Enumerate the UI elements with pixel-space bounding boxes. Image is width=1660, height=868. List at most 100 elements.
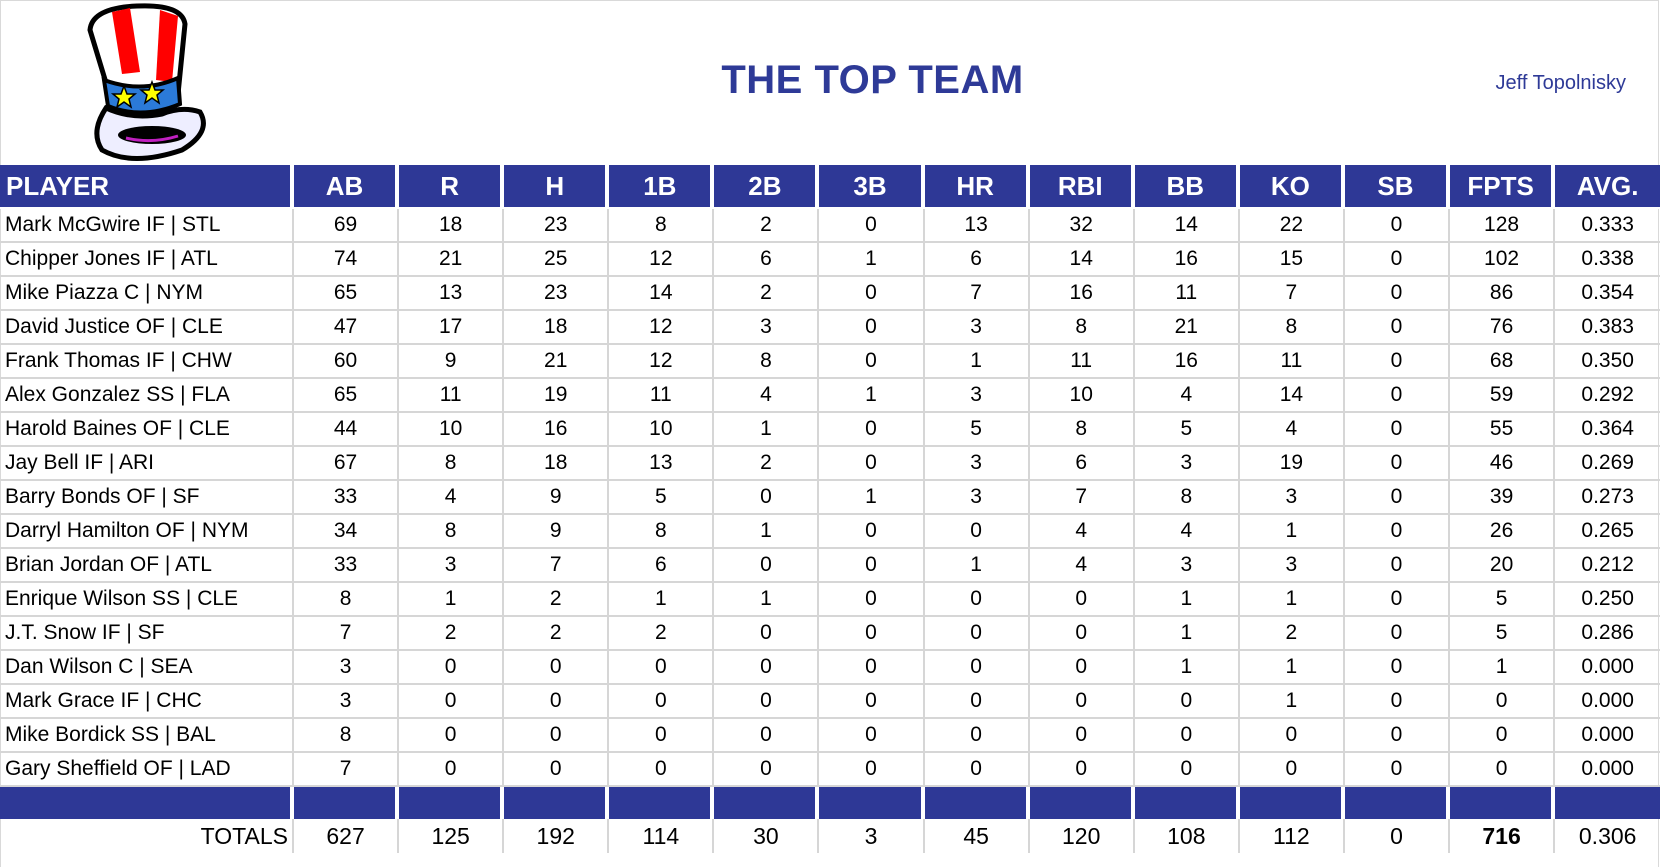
stat-cell-1b[interactable]: 5	[609, 481, 715, 515]
stat-cell-bb[interactable]: 4	[1134, 379, 1240, 413]
total-cell-fpts[interactable]: 716	[1450, 819, 1556, 853]
stat-cell-h[interactable]: 0	[504, 685, 610, 719]
stat-cell-h[interactable]: 18	[504, 311, 610, 345]
stat-cell-r[interactable]: 1	[399, 583, 505, 617]
stat-cell-sb[interactable]: 0	[1344, 481, 1451, 515]
stat-cell-3b[interactable]: 0	[819, 651, 925, 685]
stat-cell-ko[interactable]: 3	[1239, 549, 1345, 583]
column-header-2b[interactable]: 2B	[714, 165, 820, 209]
stat-cell-rbi[interactable]: 4	[1029, 515, 1135, 549]
stat-cell-bb[interactable]: 5	[1134, 413, 1240, 447]
stat-cell-sb[interactable]: 0	[1344, 583, 1451, 617]
stat-cell-hr[interactable]: 0	[924, 515, 1030, 549]
stat-cell-ab[interactable]: 65	[294, 277, 400, 311]
stat-cell-avg[interactable]: 0.250	[1555, 583, 1660, 617]
stat-cell-rbi[interactable]: 6	[1029, 447, 1135, 481]
stat-cell-rbi[interactable]: 0	[1029, 651, 1135, 685]
stat-cell-ko[interactable]: 22	[1239, 209, 1345, 243]
total-cell-1b[interactable]: 114	[609, 819, 715, 853]
player-name-cell[interactable]: Barry Bonds OF | SF	[0, 481, 294, 515]
player-name-cell[interactable]: Enrique Wilson SS | CLE	[0, 583, 294, 617]
stat-cell-3b[interactable]: 0	[819, 719, 925, 753]
stat-cell-3b[interactable]: 0	[819, 515, 925, 549]
stat-cell-r[interactable]: 11	[399, 379, 505, 413]
stat-cell-sb[interactable]: 0	[1344, 617, 1451, 651]
player-name-cell[interactable]: David Justice OF | CLE	[0, 311, 294, 345]
stat-cell-fpts[interactable]: 0	[1450, 719, 1556, 753]
stat-cell-avg[interactable]: 0.269	[1555, 447, 1660, 481]
stat-cell-fpts[interactable]: 128	[1450, 209, 1556, 243]
stat-cell-h[interactable]: 0	[504, 753, 610, 787]
stat-cell-sb[interactable]: 0	[1344, 277, 1451, 311]
stat-cell-sb[interactable]: 0	[1344, 413, 1451, 447]
stat-cell-1b[interactable]: 12	[609, 311, 715, 345]
stat-cell-fpts[interactable]: 86	[1450, 277, 1556, 311]
stat-cell-h[interactable]: 7	[504, 549, 610, 583]
total-cell-avg[interactable]: 0.306	[1578, 822, 1637, 849]
stat-cell-hr[interactable]: 1	[924, 345, 1030, 379]
stat-cell-3b[interactable]: 0	[819, 617, 925, 651]
stat-cell-hr[interactable]: 0	[924, 583, 1030, 617]
stat-cell-r[interactable]: 3	[399, 549, 505, 583]
stat-cell-2b[interactable]: 0	[714, 753, 820, 787]
stat-cell-fpts[interactable]: 5	[1450, 583, 1556, 617]
player-name-cell[interactable]: Mark McGwire IF | STL	[0, 209, 294, 243]
stat-cell-ab[interactable]: 8	[294, 719, 400, 753]
stat-cell-2b[interactable]: 3	[714, 311, 820, 345]
stat-cell-sb[interactable]: 0	[1344, 311, 1451, 345]
stat-cell-2b[interactable]: 6	[714, 243, 820, 277]
stat-cell-2b[interactable]: 2	[714, 447, 820, 481]
stat-cell-rbi[interactable]: 11	[1029, 345, 1135, 379]
column-header-avg[interactable]: AVG.	[1555, 165, 1660, 209]
stat-cell-bb[interactable]: 21	[1134, 311, 1240, 345]
stat-cell-bb[interactable]: 0	[1134, 685, 1240, 719]
stat-cell-2b[interactable]: 2	[714, 209, 820, 243]
stat-cell-avg[interactable]: 0.338	[1555, 243, 1660, 277]
stat-cell-avg[interactable]: 0.354	[1555, 277, 1660, 311]
total-cell-hr[interactable]: 45	[925, 819, 1030, 853]
stat-cell-fpts[interactable]: 102	[1450, 243, 1556, 277]
stat-cell-3b[interactable]: 1	[819, 243, 925, 277]
stat-cell-avg[interactable]: 0.273	[1555, 481, 1660, 515]
stat-cell-2b[interactable]: 1	[714, 515, 820, 549]
stat-cell-ab[interactable]: 74	[294, 243, 400, 277]
stat-cell-ko[interactable]: 8	[1239, 311, 1345, 345]
stat-cell-fpts[interactable]: 26	[1450, 515, 1556, 549]
stat-cell-avg[interactable]: 0.364	[1555, 413, 1660, 447]
stat-cell-fpts[interactable]: 46	[1450, 447, 1556, 481]
column-header-player[interactable]: PLAYER	[0, 165, 294, 209]
stat-cell-rbi[interactable]: 8	[1029, 413, 1135, 447]
stat-cell-3b[interactable]: 0	[819, 413, 925, 447]
stat-cell-fpts[interactable]: 39	[1450, 481, 1556, 515]
stat-cell-rbi[interactable]: 14	[1029, 243, 1135, 277]
stat-cell-1b[interactable]: 8	[609, 515, 715, 549]
stat-cell-sb[interactable]: 0	[1344, 753, 1451, 787]
stat-cell-1b[interactable]: 8	[609, 209, 715, 243]
stat-cell-hr[interactable]: 6	[924, 243, 1030, 277]
total-cell-h[interactable]: 192	[504, 819, 610, 853]
stat-cell-sb[interactable]: 0	[1344, 685, 1451, 719]
stat-cell-sb[interactable]: 0	[1344, 651, 1451, 685]
stat-cell-ab[interactable]: 33	[294, 481, 400, 515]
stat-cell-ab[interactable]: 3	[294, 685, 400, 719]
stat-cell-avg[interactable]: 0.383	[1555, 311, 1660, 345]
stat-cell-fpts[interactable]: 20	[1450, 549, 1556, 583]
stat-cell-r[interactable]: 21	[399, 243, 505, 277]
stat-cell-sb[interactable]: 0	[1344, 549, 1451, 583]
stat-cell-3b[interactable]: 0	[819, 447, 925, 481]
stat-cell-bb[interactable]: 0	[1134, 719, 1240, 753]
stat-cell-fpts[interactable]: 59	[1450, 379, 1556, 413]
stat-cell-1b[interactable]: 0	[609, 719, 715, 753]
column-header-ab[interactable]: AB	[294, 165, 400, 209]
stat-cell-ab[interactable]: 8	[294, 583, 400, 617]
stat-cell-sb[interactable]: 0	[1344, 345, 1451, 379]
stat-cell-r[interactable]: 2	[399, 617, 505, 651]
stat-cell-fpts[interactable]: 76	[1450, 311, 1556, 345]
stat-cell-bb[interactable]: 0	[1134, 753, 1240, 787]
stat-cell-h[interactable]: 18	[504, 447, 610, 481]
column-header-3b[interactable]: 3B	[819, 165, 925, 209]
stat-cell-fpts[interactable]: 5	[1450, 617, 1556, 651]
stat-cell-avg[interactable]: 0.265	[1555, 515, 1660, 549]
player-name-cell[interactable]: Mike Bordick SS | BAL	[0, 719, 294, 753]
stat-cell-ab[interactable]: 67	[294, 447, 400, 481]
